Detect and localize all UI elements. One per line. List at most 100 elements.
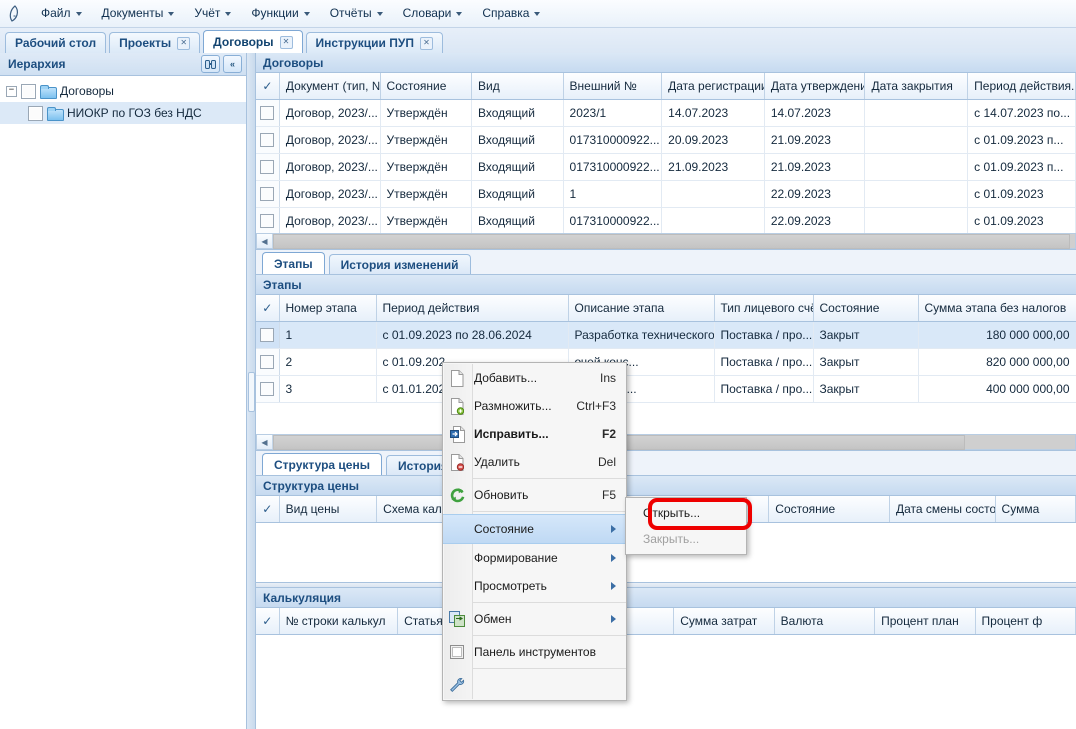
- close-icon[interactable]: ✕: [419, 36, 433, 50]
- table-row[interactable]: Договор, 2023/... Утверждён Входящий 2023/1…: [256, 99, 1076, 127]
- context-menu-item-duplicate[interactable]: Размножить... Ctrl+F3: [443, 392, 626, 420]
- scrollbar-track[interactable]: [965, 435, 1075, 449]
- menu-item-dictionaries[interactable]: Словари: [394, 3, 472, 24]
- row-checkbox[interactable]: [260, 382, 275, 397]
- row-checkbox-cell[interactable]: [256, 153, 280, 181]
- row-checkbox[interactable]: [260, 187, 275, 202]
- row-checkbox-cell[interactable]: [256, 207, 280, 233]
- table-row[interactable]: 2с 01.09.202очей конс...Поставка / про..…: [256, 348, 1076, 376]
- close-icon[interactable]: ✕: [177, 36, 191, 50]
- context-menu-item-state[interactable]: Состояние: [443, 514, 626, 544]
- table-row[interactable]: Договор, 2023/... Утверждён Входящий 017310…: [256, 126, 1076, 154]
- calc-col-currency[interactable]: Валюта: [774, 608, 876, 635]
- context-menu[interactable]: Добавить... Ins Размножить... Ctrl+F3: [442, 362, 627, 701]
- tab-struktura-ceny[interactable]: Структура цены: [262, 453, 382, 475]
- stages-horizontal-scrollbar[interactable]: ◀: [256, 434, 1076, 450]
- context-menu-item-formation[interactable]: Формирование: [443, 544, 626, 572]
- contracts-col-external-number[interactable]: Внешний №: [563, 73, 663, 100]
- tab-instrukcii-pup[interactable]: Инструкции ПУП ✕: [305, 32, 443, 53]
- row-checkbox-cell[interactable]: [256, 348, 280, 376]
- calc-col-percent-plan[interactable]: Процент план: [874, 608, 976, 635]
- scroll-left-icon[interactable]: ◀: [257, 234, 273, 248]
- tree-node-checkbox[interactable]: [21, 83, 36, 99]
- vertical-splitter[interactable]: [247, 53, 256, 729]
- row-checkbox[interactable]: [260, 106, 275, 121]
- price-col-state-change-date[interactable]: Дата смены состо: [889, 496, 996, 523]
- stages-col-account-type[interactable]: Тип лицевого счёт: [714, 295, 814, 322]
- context-menu-item-exchange[interactable]: Обмен: [443, 605, 626, 633]
- contracts-col-approval-date[interactable]: Дата утверждения: [764, 73, 866, 100]
- table-row[interactable]: Договор, 2023/... Утверждён Входящий 017310…: [256, 207, 1076, 233]
- price-col-check[interactable]: ✓: [256, 496, 280, 523]
- price-col-price-kind[interactable]: Вид цены: [279, 496, 378, 523]
- calc-col-percent-fact[interactable]: Процент ф: [975, 608, 1076, 635]
- tab-proekty[interactable]: Проекты ✕: [109, 32, 201, 53]
- contracts-col-state[interactable]: Состояние: [380, 73, 473, 100]
- menu-item-file[interactable]: Файл: [32, 3, 91, 24]
- tab-istoriya-izmeneniy[interactable]: История изменений: [328, 254, 471, 274]
- context-menu-item-view[interactable]: Просмотреть: [443, 572, 626, 600]
- contracts-col-check[interactable]: ✓: [256, 73, 280, 100]
- row-checkbox[interactable]: [260, 214, 275, 229]
- find-icon[interactable]: [201, 55, 220, 73]
- row-checkbox[interactable]: [260, 328, 275, 343]
- contracts-horizontal-scrollbar[interactable]: ◀: [256, 233, 1076, 249]
- row-checkbox[interactable]: [260, 133, 275, 148]
- context-menu-item-add[interactable]: Добавить... Ins: [443, 364, 626, 392]
- tree-node-dogovory[interactable]: − Договоры: [0, 80, 246, 102]
- stages-col-sum-no-tax[interactable]: Сумма этапа без налогов: [918, 295, 1076, 322]
- calc-col-cost-sum[interactable]: Сумма затрат: [673, 608, 775, 635]
- scrollbar-thumb[interactable]: [273, 233, 1070, 249]
- tree-node-niokr-po-goz-bez-nds[interactable]: НИОКР по ГОЗ без НДС: [0, 102, 246, 124]
- table-row[interactable]: 3с 01.01.202зделия и ...Поставка / про..…: [256, 375, 1076, 403]
- contracts-col-registration-date[interactable]: Дата регистрации: [661, 73, 765, 100]
- menu-item-documents[interactable]: Документы: [93, 3, 184, 24]
- calc-col-check[interactable]: ✓: [256, 608, 280, 635]
- row-checkbox-cell[interactable]: [256, 126, 280, 154]
- tree-node-checkbox[interactable]: [28, 105, 43, 121]
- scrollbar-track[interactable]: [1070, 234, 1075, 248]
- stages-col-period[interactable]: Период действия: [376, 295, 569, 322]
- stages-col-state[interactable]: Состояние: [813, 295, 919, 322]
- close-icon[interactable]: ✕: [279, 35, 293, 49]
- collapse-panel-icon[interactable]: «: [223, 55, 242, 73]
- tab-dogovory[interactable]: Договоры ✕: [203, 30, 303, 53]
- stages-col-description[interactable]: Описание этапа: [568, 295, 715, 322]
- price-col-sum[interactable]: Сумма: [995, 496, 1076, 523]
- context-menu-item-refresh[interactable]: Обновить F5: [443, 481, 626, 509]
- row-checkbox[interactable]: [260, 160, 275, 175]
- row-checkbox-cell[interactable]: [256, 99, 280, 127]
- contracts-col-validity-period[interactable]: Период действия..: [967, 73, 1076, 100]
- table-row[interactable]: Договор, 2023/... Утверждён Входящий 017310…: [256, 153, 1076, 181]
- table-row[interactable]: Договор, 2023/... Утверждён Входящий 1 22.09…: [256, 180, 1076, 208]
- context-submenu-item-open[interactable]: Открыть...: [626, 500, 746, 526]
- tab-etapy[interactable]: Этапы: [262, 252, 325, 274]
- stages-grid-scroll[interactable]: ✓ Номер этапа Период действия Описание э…: [256, 295, 1076, 434]
- contracts-col-closing-date[interactable]: Дата закрытия: [864, 73, 969, 100]
- menu-item-help[interactable]: Справка: [473, 3, 549, 24]
- splitter-grip[interactable]: [248, 372, 255, 412]
- row-checkbox-cell[interactable]: [256, 375, 280, 403]
- menu-item-accounting[interactable]: Учёт: [185, 3, 240, 24]
- expander-icon[interactable]: −: [6, 85, 17, 97]
- calc-grid-scroll[interactable]: ✓ № строки калькул Статья зат Тип затрат…: [256, 608, 1076, 729]
- context-menu-item-toolbar[interactable]: Панель инструментов: [443, 638, 626, 666]
- calc-col-row-number[interactable]: № строки калькул: [279, 608, 399, 635]
- contracts-col-kind[interactable]: Вид: [471, 73, 564, 100]
- row-checkbox-cell[interactable]: [256, 321, 280, 349]
- contracts-grid-scroll[interactable]: ✓ Документ (тип, № Состояние Вид Внешний…: [256, 73, 1076, 233]
- contracts-col-document[interactable]: Документ (тип, №: [279, 73, 381, 100]
- price-col-state[interactable]: Состояние: [768, 496, 890, 523]
- stages-col-number[interactable]: Номер этапа: [279, 295, 377, 322]
- context-menu-item-edit[interactable]: Исправить... F2: [443, 420, 626, 448]
- scroll-left-icon[interactable]: ◀: [257, 435, 273, 449]
- context-menu-item-settings[interactable]: [443, 671, 626, 699]
- context-menu-item-delete[interactable]: Удалить Del: [443, 448, 626, 476]
- row-checkbox-cell[interactable]: [256, 180, 280, 208]
- context-submenu-state[interactable]: Открыть... Закрыть...: [625, 497, 747, 555]
- menu-item-reports[interactable]: Отчёты: [321, 3, 392, 24]
- tab-rabochiy-stol[interactable]: Рабочий стол: [5, 32, 107, 53]
- stages-col-check[interactable]: ✓: [256, 295, 280, 322]
- menu-item-functions[interactable]: Функции: [242, 3, 318, 24]
